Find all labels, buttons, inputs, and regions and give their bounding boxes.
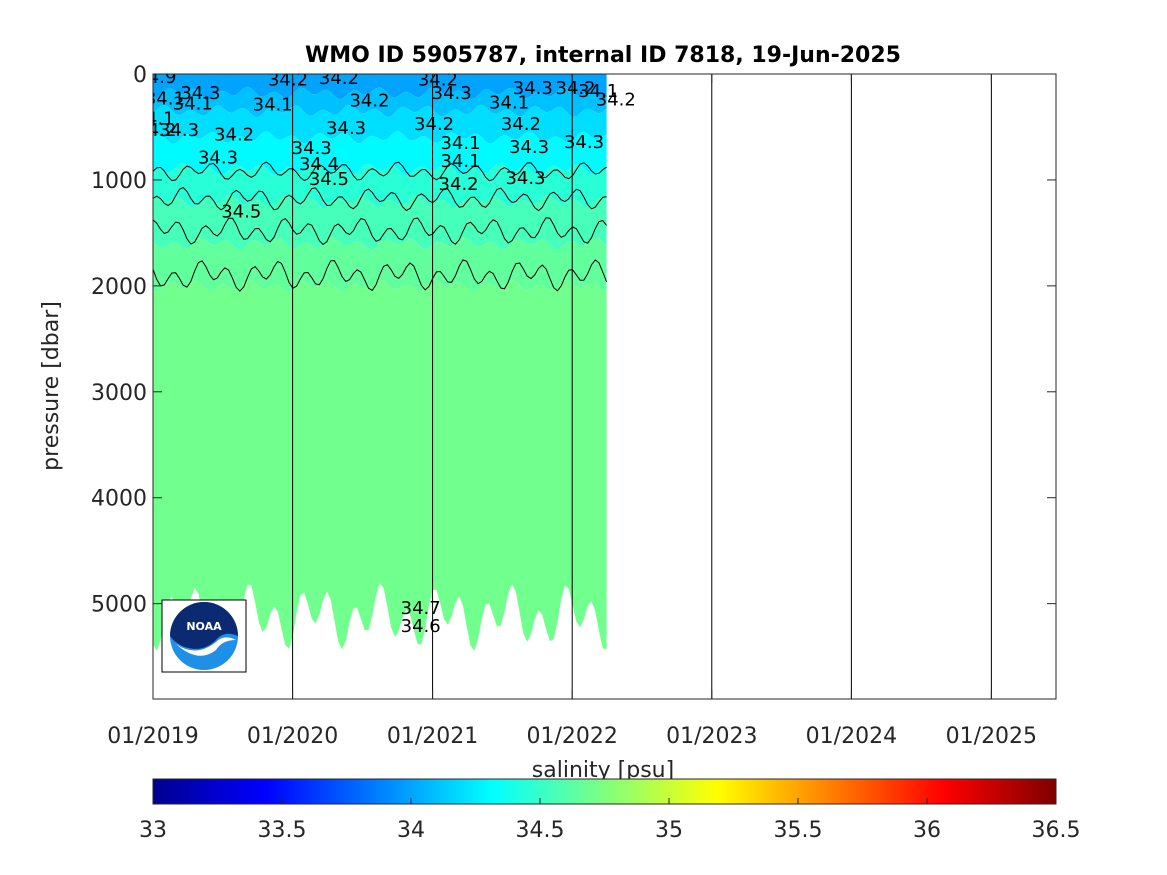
salinity-layer	[153, 131, 607, 176]
logo-text: NOAA	[186, 620, 222, 633]
y-tick-label: 1000	[91, 169, 147, 194]
contour-label: 34.1	[440, 151, 480, 172]
contour-label: 34.3	[509, 137, 549, 158]
y-tick-label: 2000	[91, 275, 147, 300]
salinity-layer	[153, 195, 607, 250]
x-tick-label: 01/2019	[107, 724, 198, 749]
y-tick-label: 5000	[91, 593, 147, 618]
contour-label: 34.4	[299, 154, 339, 175]
y-tick-label: 4000	[91, 487, 147, 512]
contour-label: 34.2	[556, 78, 596, 99]
x-tick-label: 01/2022	[526, 724, 617, 749]
contour-label: 34.3	[292, 138, 332, 159]
year-gridlines	[292, 74, 992, 699]
plot-frame	[152, 73, 1057, 700]
contour-line	[153, 259, 608, 292]
contour-label: 34.1	[173, 94, 213, 115]
contour-label: 34.2	[501, 114, 541, 135]
colorbar-tick-label: 36.5	[1032, 818, 1081, 843]
contour-label: 34.1	[489, 93, 529, 114]
contour-label: 34.1	[253, 95, 293, 116]
contour-label: 34.5	[309, 169, 349, 190]
colorbar-tick-label: 33	[139, 818, 167, 843]
colorbar-tick-label: 36	[913, 818, 941, 843]
colorbar-ticks: 33 33.5 34 34.5 35 35.5 36 36.5	[139, 798, 1080, 843]
contour-label: 34.3	[159, 120, 199, 141]
x-tick-label: 01/2021	[387, 724, 478, 749]
salinity-layer	[153, 163, 607, 208]
logo-disc-top	[170, 602, 238, 649]
contour-label: 34.2	[414, 114, 454, 135]
noaa-logo: NOAA	[161, 599, 247, 673]
contour-label: 34.2	[268, 69, 308, 90]
contour-label: 34.2	[418, 69, 458, 90]
contour-line	[153, 161, 607, 182]
colorbar-tick-label: 35.5	[774, 818, 823, 843]
contour-label: 34.6	[401, 616, 441, 637]
contour-label: 34.2	[136, 120, 176, 141]
salinity-layer	[153, 86, 607, 118]
contour-label: 34.3	[180, 83, 220, 104]
y-axis-ticks: 0 1000 2000 3000 4000 5000	[91, 63, 1056, 618]
contour-label: 34.2	[214, 124, 254, 145]
chart-title: WMO ID 5905787, internal ID 7818, 19-Jun…	[305, 43, 901, 68]
colorbar-tick-label: 34	[397, 818, 425, 843]
colorbar-tick-label: 33.5	[258, 818, 307, 843]
logo-wave	[176, 637, 236, 656]
contour-label: 34.2	[349, 91, 389, 112]
contour-label: 34.3	[513, 78, 553, 99]
x-tick-label: 01/2020	[247, 724, 338, 749]
contour-label: 34.7	[401, 598, 441, 619]
contour-lines	[153, 161, 608, 292]
contour-label: 34.1	[578, 81, 618, 102]
contour-label: 34.1	[145, 88, 185, 109]
contour-label: 34.2	[319, 68, 359, 89]
contour-labels: 34.934.334.134.134.134.234.3 34.234.334.5…	[134, 67, 636, 637]
contour-label: 34.3	[432, 83, 472, 104]
contour-label: 34.9	[136, 67, 176, 88]
contour-label: 34.5	[221, 202, 261, 223]
colorbar-tick-label: 34.5	[516, 818, 565, 843]
x-tick-label: 01/2023	[666, 724, 757, 749]
x-tick-label: 01/2025	[946, 724, 1037, 749]
y-tick-label: 0	[133, 63, 147, 88]
plot-area: 34.934.334.134.134.134.234.3 34.234.334.5…	[134, 67, 992, 699]
colorbar	[152, 778, 1057, 805]
contour-label: 34.3	[198, 148, 238, 169]
salinity-layer	[153, 279, 607, 651]
contour-line	[153, 186, 607, 212]
contour-label: 34.1	[134, 109, 174, 130]
contour-label: 34.1	[440, 133, 480, 154]
colorbar-tick-label: 35	[655, 818, 683, 843]
y-tick-label: 3000	[91, 381, 147, 406]
contour-line	[153, 217, 607, 246]
contour-label: 34.3	[505, 168, 545, 189]
salinity-layer	[153, 74, 607, 100]
x-axis-ticks: 01/2019 01/2020 01/2021 01/2022 01/2023 01/20…	[107, 74, 1037, 749]
contour-label: 34.2	[596, 89, 636, 110]
contour-label: 34.2	[439, 174, 479, 195]
contour-label: 34.3	[326, 118, 366, 139]
salinity-layer	[153, 104, 607, 144]
y-axis-label: pressure [dbar]	[39, 301, 64, 471]
x-tick-label: 01/2024	[806, 724, 897, 749]
contour-label: 34.3	[564, 132, 604, 153]
